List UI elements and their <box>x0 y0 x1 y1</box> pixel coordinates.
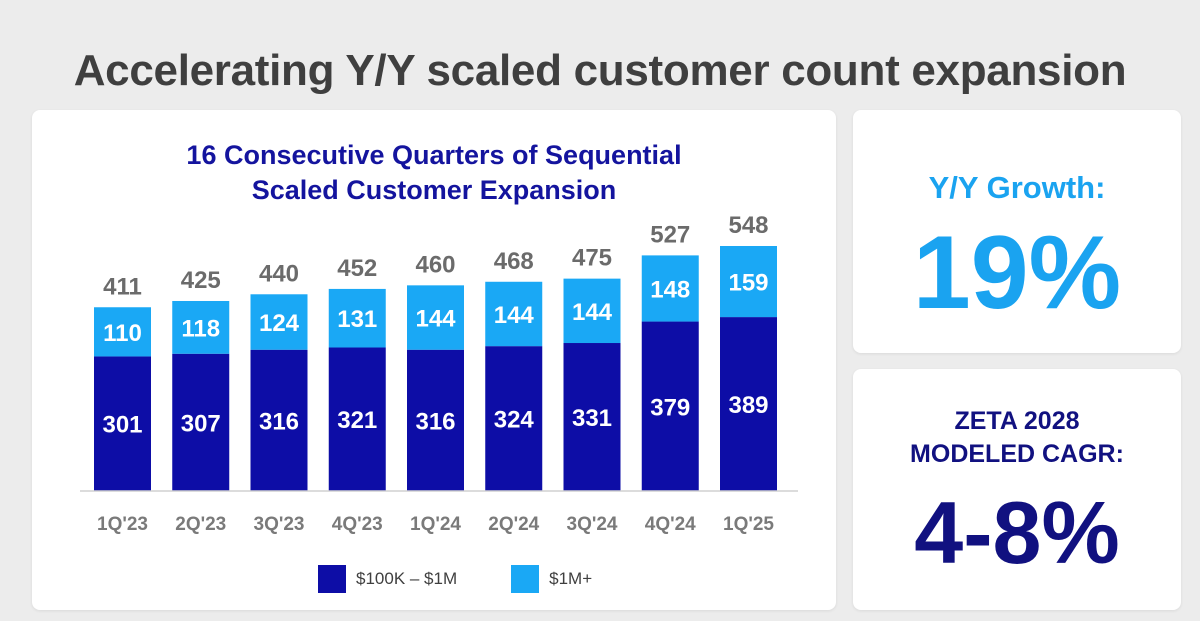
cagr-value: 4-8% <box>914 483 1120 582</box>
page-title: Accelerating Y/Y scaled customer count e… <box>73 46 1127 95</box>
bar-segment-100k-1m <box>720 317 777 491</box>
legend-label: $1M+ <box>549 569 593 588</box>
data-label-100k-1m: 321 <box>337 407 377 434</box>
data-label-100k-1m: 324 <box>494 407 535 434</box>
data-label-100k-1m: 331 <box>572 405 612 432</box>
bar-segment-1m-plus <box>407 285 464 350</box>
data-label-1m-plus: 159 <box>728 270 768 297</box>
cagr-label: ZETA 2028 MODELED CAGR: <box>853 405 1181 471</box>
data-label-1m-plus: 110 <box>103 320 142 347</box>
legend-label: $100K – $1M <box>356 569 458 588</box>
data-label-total: 452 <box>337 255 377 282</box>
data-label-100k-1m: 316 <box>415 408 455 435</box>
data-label-1m-plus: 118 <box>181 315 220 342</box>
bar-segment-1m-plus <box>250 294 308 350</box>
bar-segment-100k-1m <box>563 343 621 491</box>
bar-segment-100k-1m <box>328 347 386 491</box>
legend-swatch-dark-blue <box>318 565 346 593</box>
data-label-1m-plus: 124 <box>259 310 300 337</box>
bar-segment-100k-1m <box>485 346 543 491</box>
x-tick-label: 2Q'24 <box>488 514 539 535</box>
x-tick-label: 4Q'24 <box>645 514 696 535</box>
data-label-1m-plus: 144 <box>415 306 456 333</box>
data-label-total: 411 <box>103 273 142 300</box>
chart-legend: $100K – $1M $1M+ <box>318 565 646 593</box>
bar-segment-100k-1m <box>250 349 308 491</box>
bar-segment-1m-plus <box>641 255 699 322</box>
growth-label: Y/Y Growth: <box>928 170 1106 205</box>
data-label-100k-1m: 389 <box>728 392 768 419</box>
data-label-1m-plus: 144 <box>494 302 535 329</box>
data-label-100k-1m: 307 <box>181 410 221 437</box>
data-label-100k-1m: 316 <box>259 408 299 435</box>
cagr-label-line1: ZETA 2028 <box>954 407 1080 435</box>
x-tick-label: 4Q'23 <box>332 514 383 535</box>
x-tick-label: 2Q'23 <box>175 514 226 535</box>
legend-swatch-light-blue <box>511 565 540 593</box>
data-label-total: 527 <box>650 221 690 248</box>
data-label-1m-plus: 148 <box>650 276 690 303</box>
data-label-1m-plus: 144 <box>572 299 613 326</box>
legend-item-100k-1m: $100K – $1M <box>318 565 457 593</box>
x-tick-label: 1Q'23 <box>97 514 148 535</box>
stacked-bar-chart: 301 110 411 1Q'23 307 118 425 2Q'23 316 124 440 3Q'… <box>80 212 798 535</box>
chart-title: 16 Consecutive Quarters of Sequential Sc… <box>0 138 868 208</box>
data-label-100k-1m: 301 <box>102 412 142 439</box>
legend-item-1m-plus: $1M+ <box>511 565 592 593</box>
data-label-total: 468 <box>494 248 534 275</box>
data-label-1m-plus: 131 <box>337 306 377 333</box>
bar-segment-1m-plus <box>328 288 386 348</box>
x-tick-label: 1Q'25 <box>723 514 774 535</box>
data-label-total: 425 <box>181 267 221 294</box>
cagr-label-line2: MODELED CAGR: <box>910 440 1124 468</box>
chart-title-line2: Scaled Customer Expansion <box>251 175 617 205</box>
data-label-100k-1m: 379 <box>650 394 690 421</box>
x-tick-label: 3Q'23 <box>254 514 305 535</box>
bar-segment-1m-plus <box>563 278 621 344</box>
bar-segment-1m-plus <box>720 246 777 318</box>
x-tick-label: 1Q'24 <box>410 514 461 535</box>
bar-segment-1m-plus <box>94 307 151 357</box>
bar-segment-1m-plus <box>172 300 230 354</box>
data-label-total: 440 <box>259 260 299 287</box>
bar-segment-100k-1m <box>172 353 230 491</box>
bar-segment-100k-1m <box>94 356 151 491</box>
growth-value: 19% <box>912 215 1122 331</box>
bar-segment-100k-1m <box>407 349 464 491</box>
chart-title-line1: 16 Consecutive Quarters of Sequential <box>186 140 682 170</box>
data-label-total: 548 <box>728 212 768 239</box>
data-label-total: 460 <box>415 251 455 278</box>
bar-segment-1m-plus <box>485 281 543 347</box>
cagr-card <box>853 369 1181 610</box>
bar-segment-100k-1m <box>641 321 699 491</box>
x-tick-label: 3Q'24 <box>567 514 618 535</box>
growth-card <box>853 110 1181 353</box>
data-label-total: 475 <box>572 245 612 272</box>
